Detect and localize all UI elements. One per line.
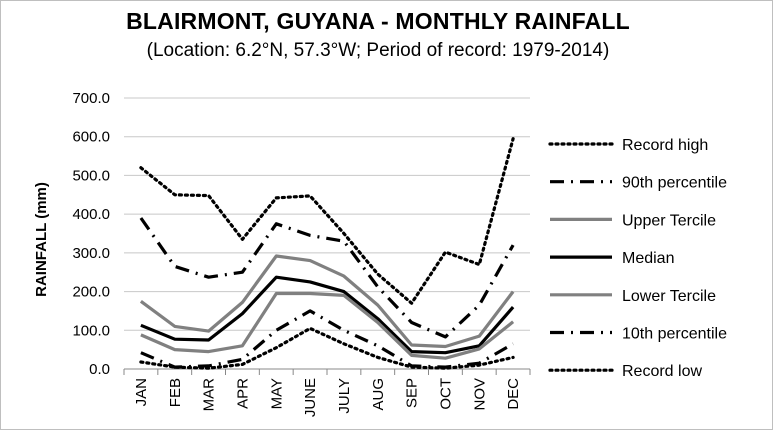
x-tick-label: JULY [336,378,353,414]
x-tick-label: SEP [404,378,421,408]
legend-label: Record low [622,363,702,380]
legend-label: 90th percentile [622,175,727,192]
legend-label: Record high [622,137,708,154]
series-line-lower-tercile [140,291,515,360]
legend-label: Upper Tercile [622,212,716,229]
y-tick-label: 400.0 [72,206,110,223]
series-line-10th-percentile [140,309,514,369]
x-tick-label: APR [234,378,251,409]
x-tick-label: MAR [201,378,218,412]
chart-subtitle: (Location: 6.2°N, 57.3°W; Period of reco… [146,40,610,61]
series-line-median [140,275,515,355]
x-tick-label: NOV [471,378,488,411]
x-tick-label: MAY [268,378,285,409]
x-tick-label: FEB [167,378,184,407]
x-tick-label: JUNE [302,378,319,417]
y-tick-label: 500.0 [72,167,110,184]
legend-label: Lower Tercile [622,288,716,305]
y-tick-label: 100.0 [72,322,110,339]
y-tick-label: 200.0 [72,284,110,301]
series-line-record-low [139,326,515,370]
legend-label: 10th percentile [622,326,727,343]
series-line-record-high [139,137,515,305]
y-axis-label: RAINFALL (mm) [33,182,50,297]
x-tick-label: DEC [505,378,522,410]
y-tick-label: 300.0 [72,245,110,262]
y-tick-label: 700.0 [72,90,110,107]
chart-title: BLAIRMONT, GUYANA - MONTHLY RAINFALL [126,8,630,34]
x-tick-label: JAN [133,378,150,406]
legend-label: Median [622,250,674,267]
y-tick-label: 600.0 [72,129,110,146]
series-line-upper-tercile [139,254,515,349]
x-tick-label: AUG [370,378,387,411]
x-tick-label: OCT [437,378,454,410]
series-line-90th-percentile [139,217,515,339]
y-tick-label: 0.0 [89,361,110,378]
